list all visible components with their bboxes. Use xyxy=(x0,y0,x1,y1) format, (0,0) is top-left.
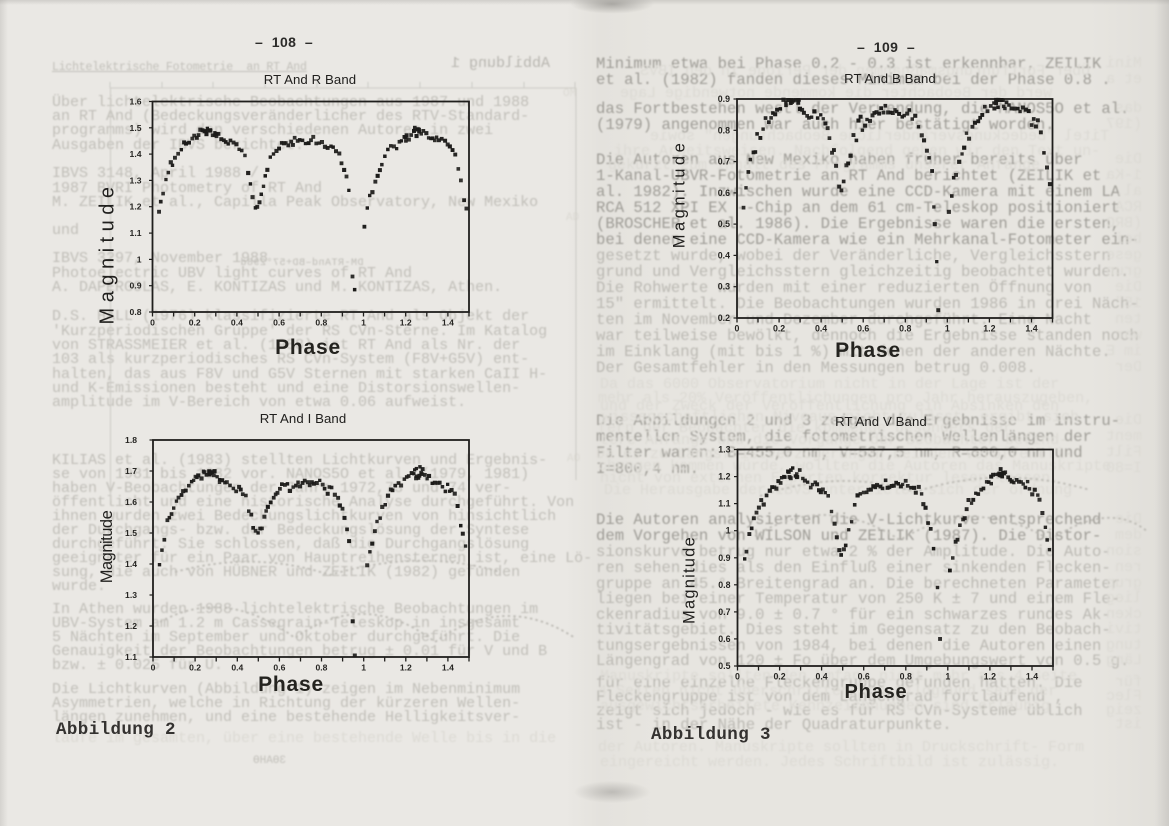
svg-text:1.1: 1.1 xyxy=(130,228,142,238)
svg-text:0.7: 0.7 xyxy=(718,607,730,617)
svg-text:0.2: 0.2 xyxy=(773,324,785,334)
svg-text:0.2: 0.2 xyxy=(718,313,730,323)
svg-text:0.7: 0.7 xyxy=(718,157,730,167)
svg-text:1.2: 1.2 xyxy=(125,621,137,631)
svg-text:0.4: 0.4 xyxy=(231,318,243,328)
svg-text:Magnitude: Magnitude xyxy=(681,536,699,624)
svg-text:1.4: 1.4 xyxy=(125,559,137,569)
svg-text:0.8: 0.8 xyxy=(718,125,730,135)
svg-text:0.2: 0.2 xyxy=(189,663,201,673)
svg-text:0.6: 0.6 xyxy=(273,318,285,328)
svg-text:1.6: 1.6 xyxy=(125,497,137,507)
svg-text:0.8: 0.8 xyxy=(718,580,730,590)
svg-text:0: 0 xyxy=(151,663,156,673)
svg-text:RT And R Band: RT And R Band xyxy=(264,72,356,87)
svg-text:0.8: 0.8 xyxy=(130,307,142,317)
svg-text:1: 1 xyxy=(361,663,366,673)
svg-text:RT And B Band: RT And B Band xyxy=(844,71,936,86)
svg-text:1: 1 xyxy=(726,526,731,536)
svg-text:1.5: 1.5 xyxy=(130,123,142,133)
svg-text:RT And V Band: RT And V Band xyxy=(835,414,927,429)
svg-text:1.2: 1.2 xyxy=(400,663,412,673)
svg-text:Magnitude: Magnitude xyxy=(97,182,119,325)
svg-text:0.9: 0.9 xyxy=(718,553,730,563)
svg-text:0.4: 0.4 xyxy=(718,250,730,260)
svg-text:0.8: 0.8 xyxy=(900,672,912,682)
svg-text:1.3: 1.3 xyxy=(718,445,730,455)
svg-text:0.9: 0.9 xyxy=(718,94,730,104)
svg-text:1.4: 1.4 xyxy=(442,663,454,673)
svg-text:1: 1 xyxy=(137,254,142,264)
svg-text:0.6: 0.6 xyxy=(858,672,870,682)
svg-text:1.1: 1.1 xyxy=(125,652,137,662)
svg-text:0.4: 0.4 xyxy=(231,663,243,673)
svg-text:0.8: 0.8 xyxy=(316,663,328,673)
svg-text:0.5: 0.5 xyxy=(718,661,730,671)
svg-text:RT And I Band: RT And I Band xyxy=(260,411,347,426)
svg-text:1.6: 1.6 xyxy=(130,97,142,107)
svg-text:1: 1 xyxy=(945,324,950,334)
svg-text:0.6: 0.6 xyxy=(718,634,730,644)
svg-text:0: 0 xyxy=(735,672,740,682)
svg-text:Phase: Phase xyxy=(258,673,324,696)
svg-text:1.2: 1.2 xyxy=(130,202,142,212)
svg-text:Phase: Phase xyxy=(275,336,341,359)
svg-text:0: 0 xyxy=(150,318,155,328)
svg-text:1.4: 1.4 xyxy=(130,149,142,159)
svg-text:1.4: 1.4 xyxy=(1025,324,1037,334)
svg-text:1.2: 1.2 xyxy=(718,472,730,482)
svg-text:Phase: Phase xyxy=(845,681,908,703)
svg-text:1.7: 1.7 xyxy=(125,466,137,476)
svg-text:1: 1 xyxy=(361,318,366,328)
svg-text:0.8: 0.8 xyxy=(315,318,327,328)
svg-text:0.6: 0.6 xyxy=(857,324,869,334)
svg-text:0.4: 0.4 xyxy=(815,672,827,682)
svg-text:1.2: 1.2 xyxy=(983,324,995,334)
svg-text:0.3: 0.3 xyxy=(718,282,730,292)
svg-text:1.8: 1.8 xyxy=(125,435,137,445)
svg-text:0.8: 0.8 xyxy=(899,324,911,334)
svg-text:1.5: 1.5 xyxy=(125,528,137,538)
svg-text:0: 0 xyxy=(735,324,740,334)
svg-text:0.2: 0.2 xyxy=(189,318,201,328)
svg-text:1.3: 1.3 xyxy=(130,175,142,185)
svg-text:1.2: 1.2 xyxy=(400,318,412,328)
svg-text:0.5: 0.5 xyxy=(718,219,730,229)
svg-text:1.4: 1.4 xyxy=(442,318,454,328)
svg-text:0.6: 0.6 xyxy=(273,663,285,673)
svg-text:1: 1 xyxy=(945,672,950,682)
svg-text:Phase: Phase xyxy=(835,339,901,362)
svg-text:Magnitude: Magnitude xyxy=(98,510,116,583)
svg-text:1.2: 1.2 xyxy=(984,672,996,682)
svg-text:Magnitude: Magnitude xyxy=(671,140,689,249)
svg-text:0.4: 0.4 xyxy=(815,324,827,334)
svg-text:0.2: 0.2 xyxy=(773,672,785,682)
svg-text:0.6: 0.6 xyxy=(718,188,730,198)
svg-text:1.3: 1.3 xyxy=(125,590,137,600)
svg-text:0.9: 0.9 xyxy=(130,281,142,291)
svg-text:1.4: 1.4 xyxy=(1026,672,1038,682)
svg-text:1.1: 1.1 xyxy=(718,499,730,509)
